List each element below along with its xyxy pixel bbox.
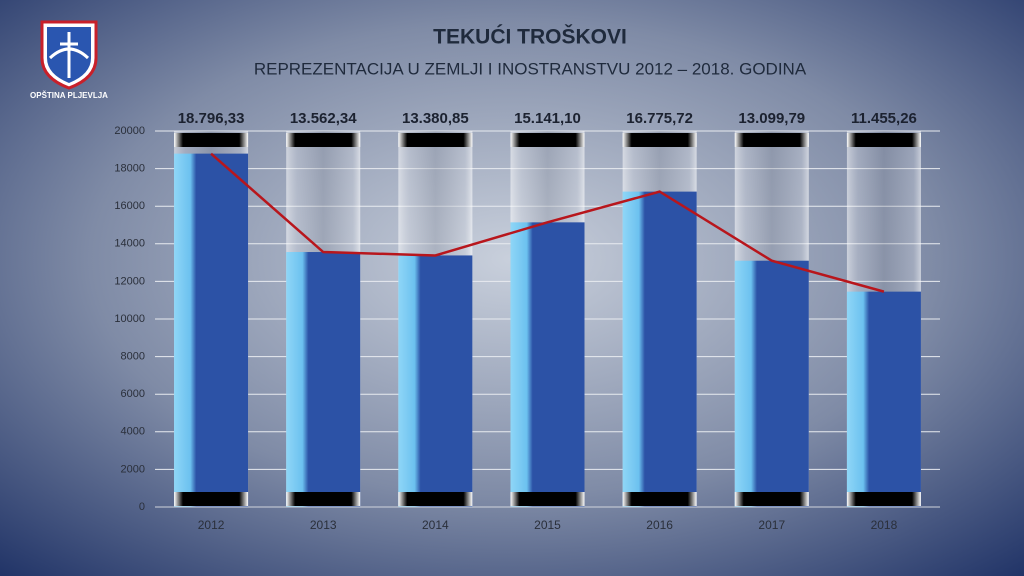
bar [398, 255, 473, 507]
chart-title: TEKUĆI TROŠKOVI [433, 25, 627, 49]
y-tick-label: 14000 [114, 238, 145, 250]
x-tick-label: 2017 [758, 518, 785, 532]
x-tick-label: 2013 [310, 518, 337, 532]
x-tick-label: 2016 [646, 518, 673, 532]
y-tick-label: 12000 [114, 275, 145, 287]
bar [286, 252, 361, 507]
tube-cap [510, 133, 585, 147]
tube-cap [734, 133, 809, 147]
y-tick-label: 0 [139, 501, 145, 513]
value-label: 16.775,72 [626, 110, 693, 127]
tube-cap [846, 133, 921, 147]
y-tick-label: 2000 [121, 463, 145, 475]
trend-line [210, 152, 885, 293]
tube-cap [510, 492, 585, 506]
tube-cap [734, 492, 809, 506]
bar [846, 291, 921, 507]
value-label: 18.796,33 [178, 110, 245, 127]
y-tick-label: 8000 [121, 351, 145, 363]
value-label: 13.099,79 [738, 110, 805, 127]
bar [174, 153, 249, 507]
logo: OPŠTINA PLJEVLJA [30, 20, 108, 100]
tube-cap [174, 133, 249, 147]
logo-text: OPŠTINA PLJEVLJA [30, 91, 108, 100]
tube-cap [286, 133, 361, 147]
tube-cap [174, 492, 249, 506]
y-tick-label: 16000 [114, 200, 145, 212]
tube-cap [622, 492, 697, 506]
x-tick-label: 2015 [534, 518, 561, 532]
value-label: 13.380,85 [402, 110, 469, 127]
y-tick-label: 18000 [114, 163, 145, 175]
y-tick-label: 6000 [121, 388, 145, 400]
chart-subtitle: REPREZENTACIJA U ZEMLJI I INOSTRANSTVU 2… [254, 59, 807, 78]
bar [510, 222, 585, 507]
x-tick-label: 2018 [871, 518, 898, 532]
tube-cap [286, 492, 361, 506]
tube-cap [398, 133, 473, 147]
bar [622, 191, 697, 508]
bar [734, 260, 809, 507]
value-label: 15.141,10 [514, 110, 581, 127]
tube-cap [398, 492, 473, 506]
value-label: 11.455,26 [851, 110, 917, 127]
value-label: 13.562,34 [290, 110, 357, 127]
y-tick-label: 4000 [121, 426, 145, 438]
tube-cap [622, 133, 697, 147]
tube-cap [846, 492, 921, 506]
y-tick-label: 10000 [114, 313, 145, 325]
y-tick-label: 20000 [114, 125, 145, 137]
x-tick-label: 2014 [422, 518, 449, 532]
x-tick-label: 2012 [198, 518, 225, 532]
